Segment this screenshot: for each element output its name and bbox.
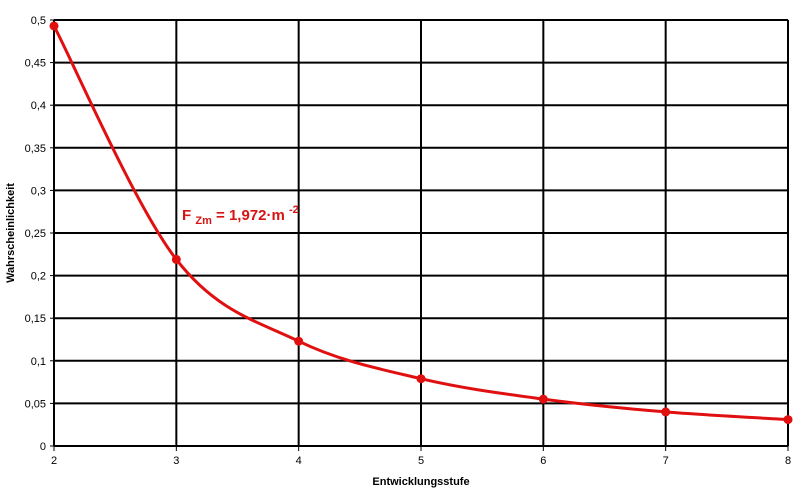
data-point [661, 407, 671, 417]
x-tick-label: 4 [296, 455, 302, 467]
x-tick-labels: 2 3 4 5 6 7 8 [51, 455, 791, 467]
data-point [294, 336, 304, 346]
formula-prefix: F [182, 207, 191, 224]
x-tick-label: 8 [785, 455, 791, 467]
y-axis-title: Wahrscheinlichkeit [5, 183, 17, 283]
y-tick-label: 0,05 [25, 398, 46, 410]
x-tick-label: 3 [173, 455, 179, 467]
data-point [171, 254, 181, 264]
y-tick-label: 0,25 [25, 228, 46, 240]
data-points [49, 21, 793, 425]
formula-body: = 1,972·m [216, 207, 285, 224]
y-tick-label: 0,2 [31, 271, 46, 283]
y-tick-label: 0,35 [25, 143, 46, 155]
data-point [49, 21, 59, 31]
y-tick-labels: 0 0,05 0,1 0,15 0,2 0,25 0,3 0,35 0,4 0,45 0,5 [25, 15, 46, 453]
y-tick-label: 0,4 [31, 100, 46, 112]
formula-subscript: Zm [195, 215, 212, 227]
y-tick-label: 0,1 [31, 356, 46, 368]
x-tick-label: 7 [663, 455, 669, 467]
x-axis-title: Entwicklungsstufe [372, 476, 469, 488]
axes [53, 20, 788, 447]
x-tick-label: 5 [418, 455, 424, 467]
data-point [538, 394, 548, 404]
data-point [783, 415, 793, 425]
x-tick-label: 6 [540, 455, 546, 467]
formula-annotation: F Zm = 1,972·m -2 [182, 204, 299, 228]
data-point [416, 374, 426, 384]
x-tick-label: 2 [51, 455, 57, 467]
formula-superscript: -2 [289, 204, 299, 216]
y-tick-label: 0,5 [31, 15, 46, 27]
grid [50, 19, 789, 451]
y-tick-label: 0,15 [25, 313, 46, 325]
y-tick-label: 0,45 [25, 58, 46, 70]
y-tick-label: 0,3 [31, 185, 46, 197]
y-tick-label: 0 [40, 441, 46, 453]
